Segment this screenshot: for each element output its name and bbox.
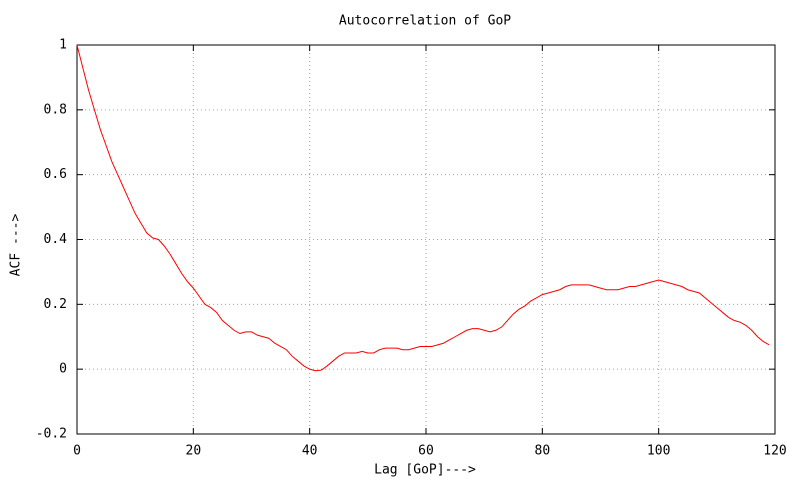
- y-tick-label: 1: [59, 38, 67, 53]
- chart-title: Autocorrelation of GoP: [339, 14, 511, 29]
- y-tick-label: 0: [59, 362, 67, 377]
- y-tick-label: 0.2: [44, 297, 67, 312]
- x-tick-label: 40: [302, 444, 318, 459]
- plot-border: [76, 44, 776, 435]
- y-tick-label: -0.2: [36, 427, 67, 442]
- x-tick-label: 20: [186, 444, 202, 459]
- series-line: [76, 44, 770, 372]
- x-tick-label: 100: [647, 444, 670, 459]
- x-tick-label: 80: [535, 444, 551, 459]
- y-tick-label: 0.4: [44, 232, 68, 247]
- x-tick-label: 120: [763, 444, 786, 459]
- x-tick-label: 0: [73, 444, 81, 459]
- x-tick-label: 60: [418, 444, 434, 459]
- y-tick-label: 0.8: [44, 102, 67, 117]
- y-tick-label: 0.6: [44, 167, 67, 182]
- x-axis-label: Lag [GoP]--->: [374, 463, 476, 478]
- y-axis-label: ACF --->: [9, 214, 24, 277]
